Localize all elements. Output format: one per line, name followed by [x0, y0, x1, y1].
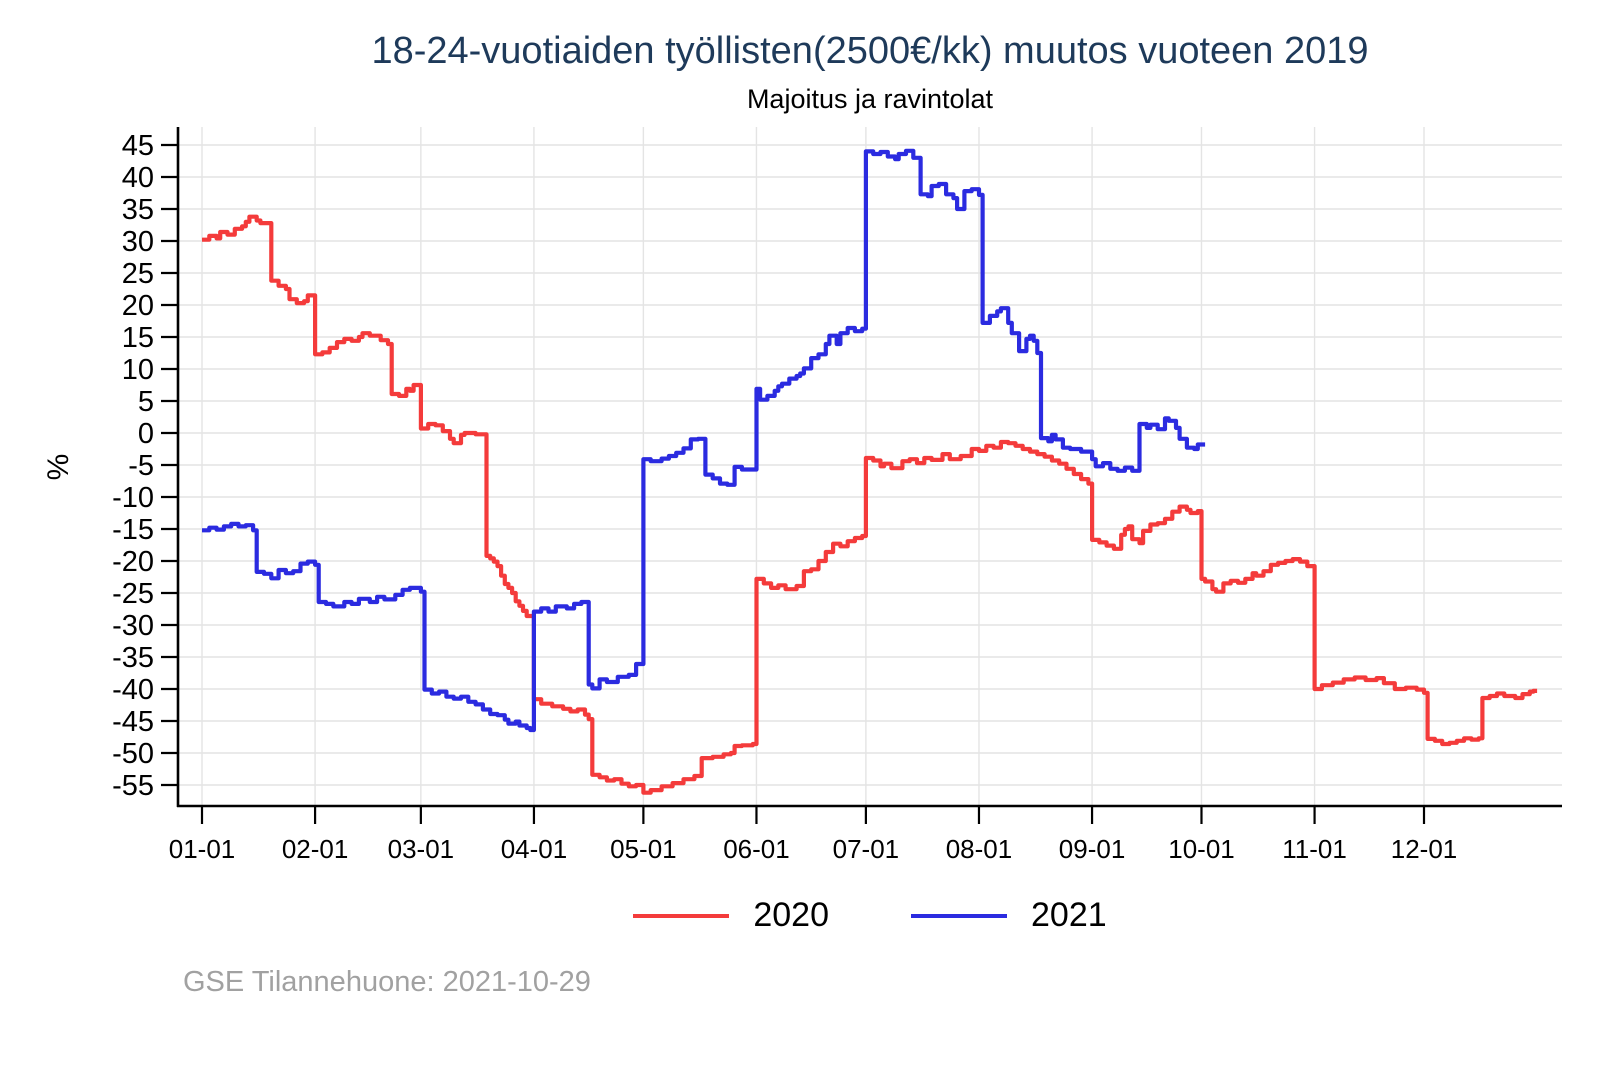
- y-tick-label: 25: [122, 258, 154, 290]
- y-tick-label: -50: [112, 738, 154, 770]
- y-tick-label: 45: [122, 130, 154, 162]
- x-tick-label: 02-01: [282, 834, 349, 864]
- y-tick-label: -15: [112, 514, 154, 546]
- series-line-2020: [202, 214, 1538, 795]
- y-tick-label: 40: [122, 162, 154, 194]
- source-note: GSE Tilannehuone: 2021-10-29: [183, 966, 591, 998]
- x-tick-label: 09-01: [1059, 834, 1126, 864]
- y-tick-label: -55: [112, 770, 154, 802]
- x-tick-label: 03-01: [388, 834, 455, 864]
- series-line-2021: [202, 148, 1206, 733]
- legend-item-2021: 2021: [911, 896, 1107, 935]
- legend-label-2021: 2021: [1031, 896, 1107, 934]
- legend-label-2020: 2020: [753, 896, 829, 934]
- chart-legend: 2020 2021: [178, 896, 1562, 935]
- y-tick-label: 15: [122, 322, 154, 354]
- y-tick-label: 0: [138, 418, 154, 450]
- y-tick-label: -30: [112, 610, 154, 642]
- x-tick-label: 05-01: [610, 834, 677, 864]
- y-tick-label: 30: [122, 226, 154, 258]
- y-tick-label: -40: [112, 674, 154, 706]
- y-tick-label: -45: [112, 706, 154, 738]
- page-title: 18-24-vuotiaiden työllisten(2500€/kk) mu…: [371, 30, 1369, 72]
- x-tick-label: 06-01: [723, 834, 790, 864]
- legend-swatch-2020: [633, 913, 730, 918]
- y-tick-label: 5: [138, 386, 154, 418]
- x-tick-label: 08-01: [946, 834, 1013, 864]
- y-tick-label: -5: [128, 450, 154, 482]
- x-tick-label: 07-01: [833, 834, 900, 864]
- legend-item-2020: 2020: [633, 896, 829, 935]
- y-tick-label: 35: [122, 194, 154, 226]
- x-tick-label: 11-01: [1282, 834, 1347, 864]
- y-tick-label: 10: [122, 354, 154, 386]
- x-tick-label: 04-01: [501, 834, 568, 864]
- y-tick-label: -10: [112, 482, 154, 514]
- y-tick-label: -20: [112, 546, 154, 578]
- legend-swatch-2021: [911, 913, 1007, 918]
- y-tick-label: 20: [122, 290, 154, 322]
- y-tick-label: -35: [112, 642, 154, 674]
- x-tick-label: 01-01: [169, 834, 236, 864]
- y-axis-title: %: [42, 454, 75, 481]
- y-tick-label: -25: [112, 578, 154, 610]
- x-tick-label: 10-01: [1168, 834, 1235, 864]
- x-tick-label: 12-01: [1391, 834, 1458, 864]
- chart-subtitle: Majoitus ja ravintolat: [746, 84, 994, 114]
